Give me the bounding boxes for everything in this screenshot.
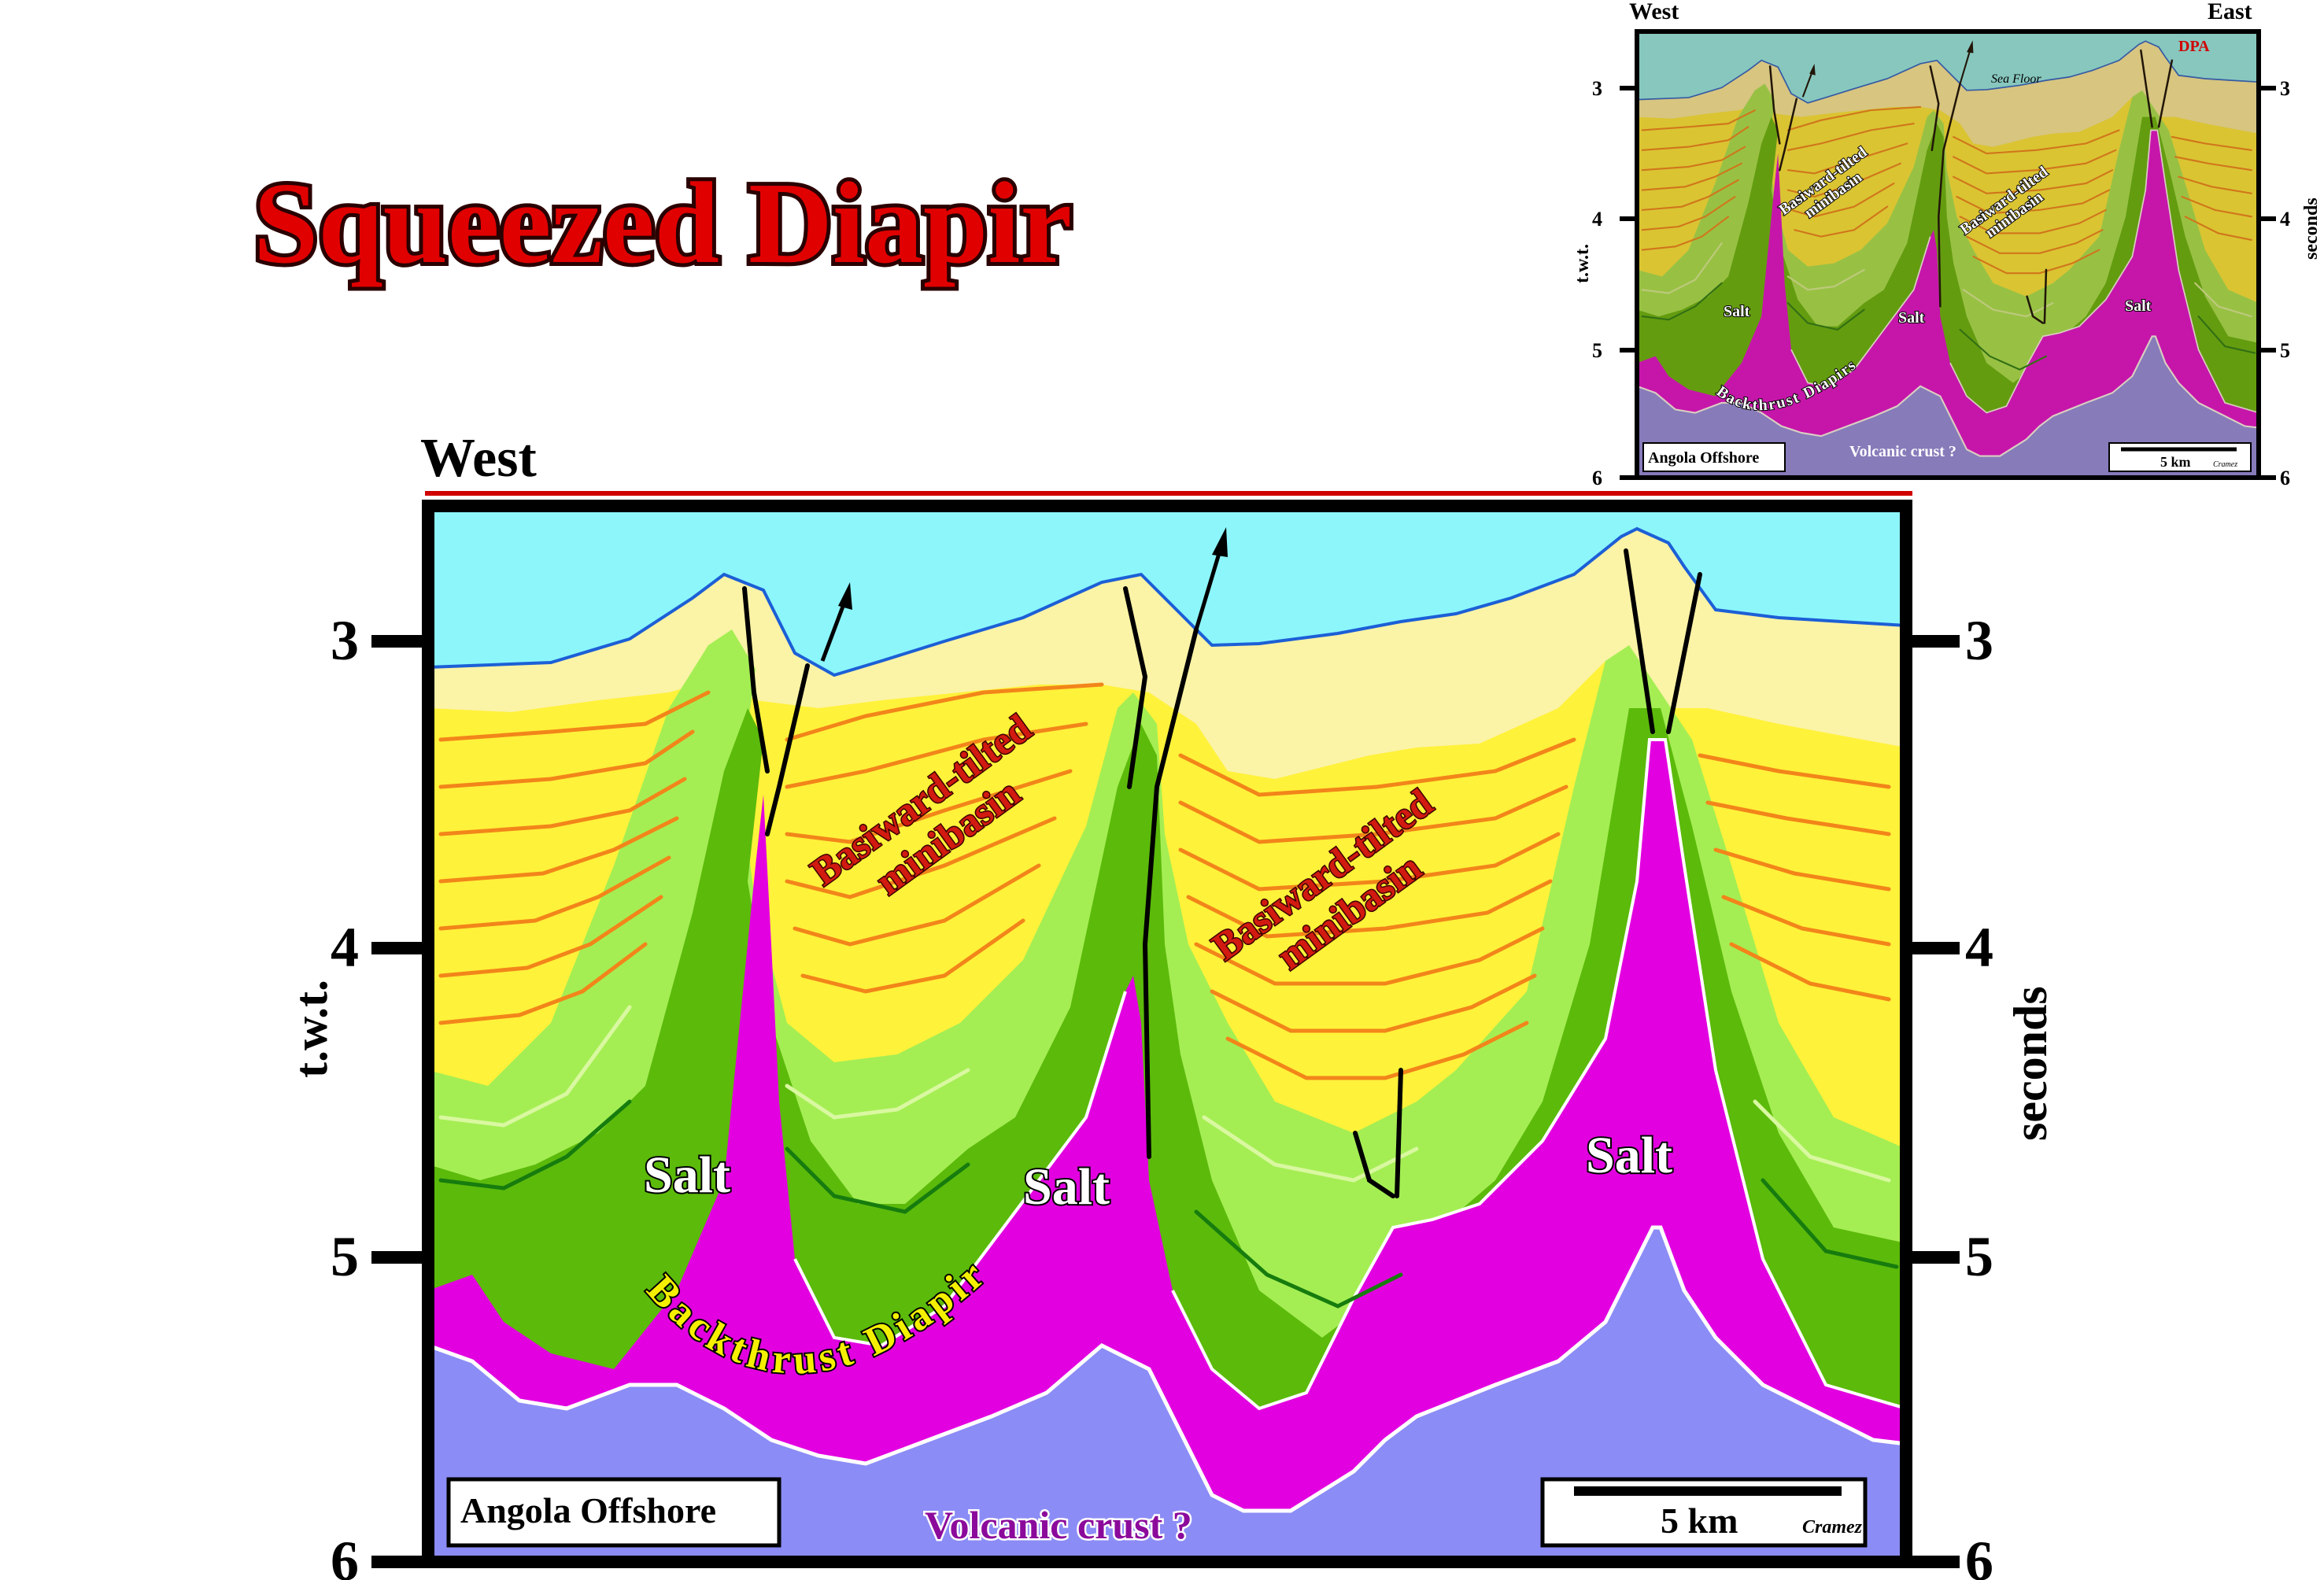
inset-tick-right-4: 4	[2280, 208, 2290, 231]
inset-location-box	[1642, 442, 1786, 472]
main-cross-section	[428, 506, 1906, 1562]
inset-tick-left-5: 5	[1592, 339, 1602, 362]
inset-tick-left-6: 6	[1592, 467, 1602, 489]
inset-tick-left-4: 4	[1592, 208, 1602, 231]
inset-location-label: Angola Offshore	[1648, 449, 1759, 467]
inset-frame	[1635, 29, 2261, 480]
salt-label-3: Salt	[1586, 1127, 1672, 1184]
main-ticks-left	[371, 635, 428, 1568]
main-tick-left-6: 6	[331, 1530, 359, 1580]
scale-label: 5 km	[1661, 1501, 1738, 1541]
inset-east-label: East	[2208, 0, 2252, 24]
inset-scale-label: 5 km	[2160, 454, 2191, 470]
main-tick-right-3: 3	[1965, 609, 1993, 672]
inset-axis-right-label: seconds	[2301, 198, 2322, 260]
inset-tick-right-3: 3	[2280, 77, 2290, 100]
main-tick-left-3: 3	[331, 609, 359, 672]
location-label: Angola Offshore	[460, 1490, 716, 1530]
inset-salt-label-2: Salt	[1898, 309, 1925, 327]
location-box	[446, 1477, 781, 1548]
main-west-label: West	[420, 428, 537, 489]
inset-tick-right-6: 6	[2280, 467, 2290, 489]
inset-author-label: Cramez	[2213, 460, 2237, 469]
inset-tick-right-5: 5	[2280, 339, 2290, 362]
volcanic-label: Volcanic crust ?	[925, 1503, 1192, 1547]
main-frame	[422, 500, 1912, 1568]
inset-ticks	[1620, 86, 2276, 480]
main-tick-right-6: 6	[1965, 1530, 1993, 1580]
inset-dpa-label: DPA	[2178, 38, 2210, 55]
inset-salt-label-3: Salt	[2125, 297, 2152, 315]
inset-west-label: West	[1629, 0, 1679, 24]
inset-section: West East DPA Sea Floor 3 4 5 6 3 4	[1572, 0, 2322, 489]
main-ticks-right	[1906, 635, 1960, 1568]
main-axis-right-label: seconds	[2004, 986, 2056, 1141]
main-tick-left-4: 4	[331, 916, 359, 979]
salt-label-1: Salt	[644, 1146, 730, 1204]
inset-volcanic-label: Volcanic crust ?	[1849, 443, 1956, 460]
main-tick-right-4: 4	[1965, 916, 1993, 979]
inset-tick-left-3: 3	[1592, 77, 1602, 100]
main-tick-right-5: 5	[1965, 1225, 1993, 1288]
inset-salt-label-1: Salt	[1724, 303, 1750, 320]
salt-label-2: Salt	[1023, 1158, 1110, 1216]
main-tick-left-5: 5	[331, 1225, 359, 1288]
inset-seismic-image	[1637, 31, 2259, 478]
inset-sea-floor-label: Sea Floor	[1991, 72, 2041, 86]
main-tick-labels: 3 4 5 6 3 4 5 6	[331, 609, 1993, 1580]
inset-axis-left-label: t.w.t.	[1572, 244, 1593, 283]
author-label: Cramez	[1802, 1517, 1863, 1538]
main-axis-left-label: t.w.t.	[285, 980, 337, 1078]
page-title: Squeezed Diapir	[253, 159, 1072, 288]
